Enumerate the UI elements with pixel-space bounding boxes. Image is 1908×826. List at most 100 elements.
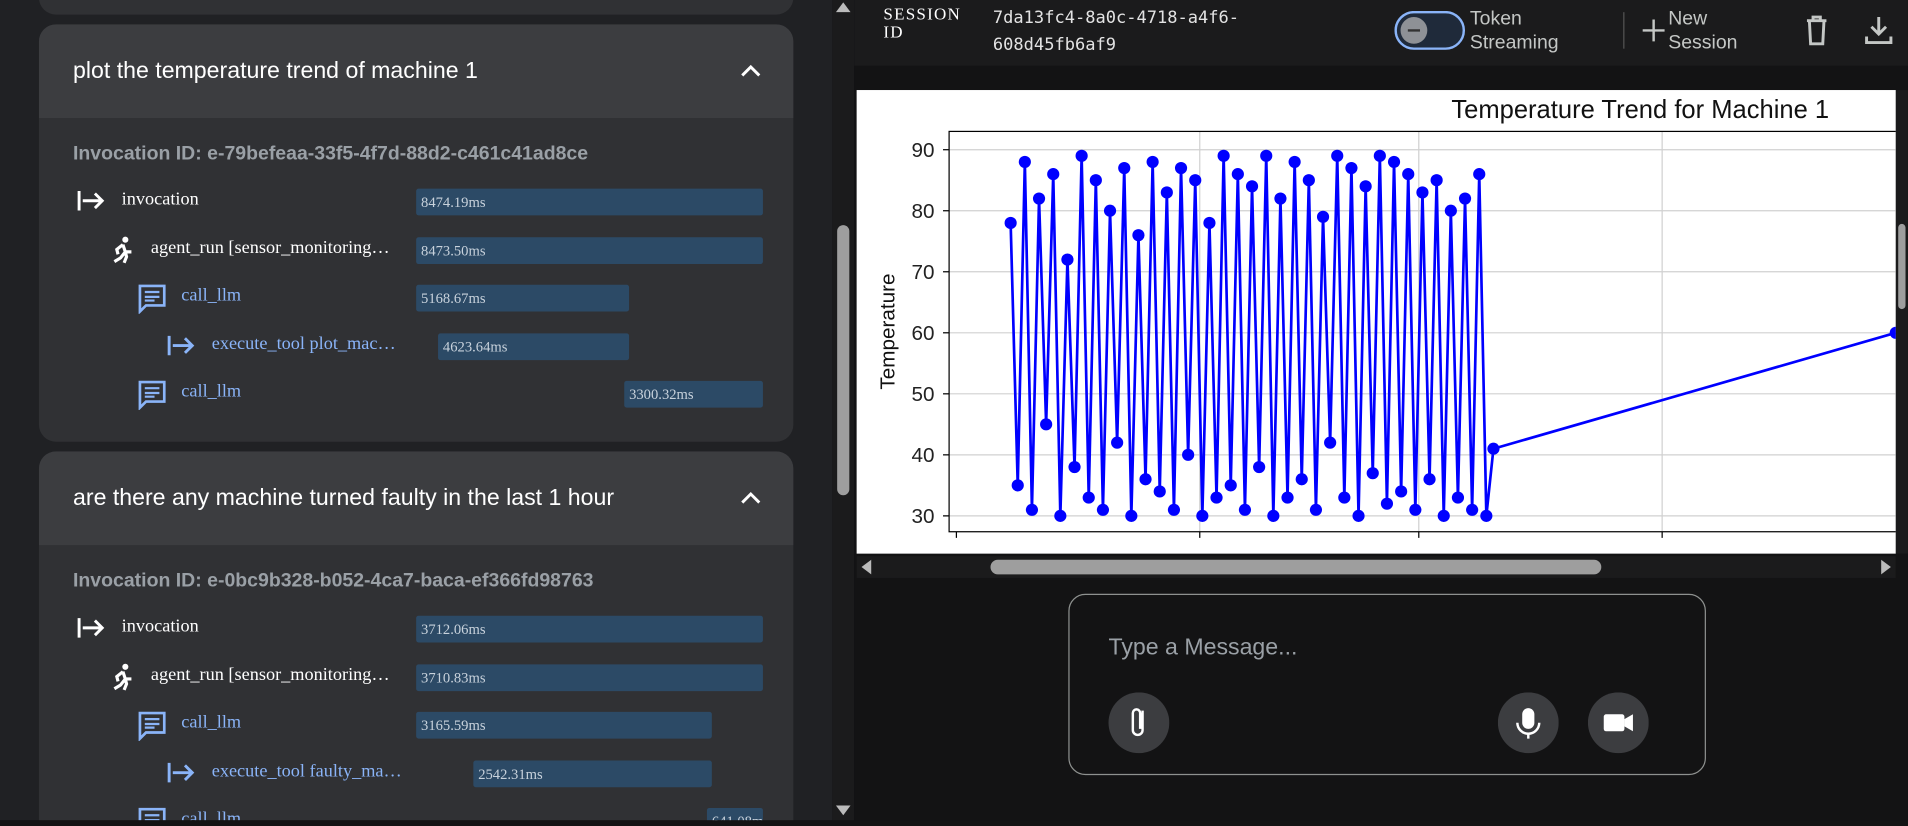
- data-point: [1146, 155, 1159, 169]
- scrollbar-track: [835, 2, 851, 816]
- data-point: [1132, 229, 1145, 242]
- span-label: agent_run [sensor_monitoring…: [150, 664, 390, 685]
- data-point: [1402, 168, 1415, 181]
- data-point: [1352, 509, 1365, 522]
- data-point: [1338, 491, 1351, 504]
- data-point: [1047, 168, 1060, 181]
- data-point: [1409, 503, 1422, 516]
- invocation-id: Invocation ID: e-0bc9b328-b052-4ca7-baca…: [73, 570, 594, 592]
- data-point: [1373, 149, 1386, 162]
- data-point: [1331, 149, 1344, 162]
- h-scrollbar[interactable]: [856, 556, 1896, 578]
- data-line: [1009, 155, 1896, 517]
- v-scrollbar[interactable]: [1895, 90, 1908, 554]
- toggle-label: Token Streaming: [1469, 8, 1559, 54]
- scrollbar[interactable]: [832, 0, 855, 821]
- chat-panel: SESSION ID 7da13fc4-8a0c-4718-a4f6-608d4…: [854, 0, 1908, 821]
- data-point: [1125, 509, 1138, 522]
- span-duration: 8474.19ms: [416, 188, 763, 216]
- data-point: [1111, 436, 1124, 449]
- chevron: [741, 491, 761, 504]
- attach-button[interactable]: [1108, 692, 1170, 754]
- data-point: [1032, 192, 1046, 205]
- span-icon: [167, 762, 195, 782]
- y-tick-label: 60: [912, 322, 935, 345]
- session-label: SESSION ID: [883, 6, 962, 43]
- span-icon: [138, 711, 166, 742]
- mic-button[interactable]: [1497, 692, 1559, 754]
- data-point: [1018, 155, 1031, 169]
- span-label: agent_run [sensor_monitoring…: [150, 237, 390, 258]
- span-duration: 3712.06ms: [416, 615, 763, 643]
- data-point: [1082, 491, 1095, 504]
- data-point: [1451, 491, 1465, 504]
- data-point: [1302, 174, 1315, 187]
- chart: 30 40 50 60 70 80 90 Temperature Trend for Mach…: [856, 90, 1896, 554]
- new-session[interactable]: New Session: [1668, 8, 1738, 54]
- plus-icon[interactable]: [1640, 17, 1667, 44]
- data-point: [1480, 509, 1493, 522]
- y-axis-label: Temperature: [876, 274, 899, 390]
- data-point: [1217, 149, 1230, 162]
- trace-card: plot the temperature trend of machine 1 I…: [38, 24, 794, 442]
- data-point: [1324, 436, 1337, 449]
- data-point: [1231, 168, 1244, 181]
- span-duration: 4623.64ms: [438, 332, 630, 360]
- video-button[interactable]: [1587, 692, 1649, 754]
- data-point: [1473, 168, 1486, 181]
- chart-title: Temperature Trend for Machine 1: [1451, 96, 1829, 124]
- data-point: [1238, 503, 1252, 516]
- y-tick-label: 90: [912, 139, 935, 162]
- span-icon: [113, 663, 132, 690]
- chevron: [741, 64, 761, 77]
- span-label: execute_tool plot_mac…: [211, 334, 396, 354]
- composer: Type a Message...: [1068, 593, 1706, 776]
- data-point: [1096, 503, 1110, 516]
- data-point: [1359, 180, 1372, 193]
- data-point: [1103, 204, 1117, 217]
- data-point: [1395, 485, 1408, 498]
- data-point: [1458, 192, 1472, 205]
- data-point: [1274, 192, 1287, 205]
- query: are there any machine turned faulty in t…: [73, 485, 615, 512]
- data-point: [1366, 467, 1379, 480]
- data-point: [1011, 479, 1024, 492]
- delete-icon[interactable]: [1803, 15, 1830, 47]
- data-point: [1167, 503, 1181, 516]
- span-icon: [138, 380, 166, 411]
- span-duration: 3710.83ms: [416, 663, 763, 691]
- data-point: [1380, 497, 1394, 510]
- data-point: [1466, 503, 1479, 516]
- message-input[interactable]: Type a Message...: [1108, 635, 1298, 661]
- data-point: [1430, 174, 1443, 187]
- data-point: [1139, 473, 1152, 486]
- data-point: [1118, 161, 1131, 175]
- span-icon: [77, 191, 105, 211]
- card-header[interactable]: are there any machine turned faulty in t…: [38, 451, 794, 546]
- data-point: [1288, 155, 1301, 169]
- toggle[interactable]: [1394, 10, 1466, 50]
- download-icon[interactable]: [1864, 15, 1893, 47]
- data-point: [1889, 326, 1896, 339]
- data-point: [1267, 509, 1280, 522]
- span-duration: 8473.50ms: [416, 236, 763, 264]
- span-label: call_llm: [181, 382, 242, 402]
- query: plot the temperature trend of machine 1: [73, 58, 478, 84]
- data-point: [1281, 491, 1294, 504]
- data-point: [1061, 253, 1074, 266]
- span-icon: [138, 807, 166, 821]
- session-header: SESSION ID 7da13fc4-8a0c-4718-a4f6-608d4…: [854, 0, 1908, 66]
- data-point: [1189, 174, 1202, 187]
- y-tick-label: 50: [912, 383, 935, 406]
- data-point: [1487, 442, 1500, 455]
- span-duration: 3300.32ms: [624, 380, 763, 408]
- data-point: [1004, 216, 1017, 230]
- span-label: execute_tool faulty_ma…: [211, 761, 402, 781]
- span-icon: [113, 236, 132, 263]
- card-header[interactable]: plot the temperature trend of machine 1: [38, 24, 794, 119]
- data-point: [1416, 186, 1429, 199]
- data-point: [1295, 473, 1308, 486]
- span-label: invocation: [121, 189, 199, 210]
- data-point: [1054, 509, 1067, 522]
